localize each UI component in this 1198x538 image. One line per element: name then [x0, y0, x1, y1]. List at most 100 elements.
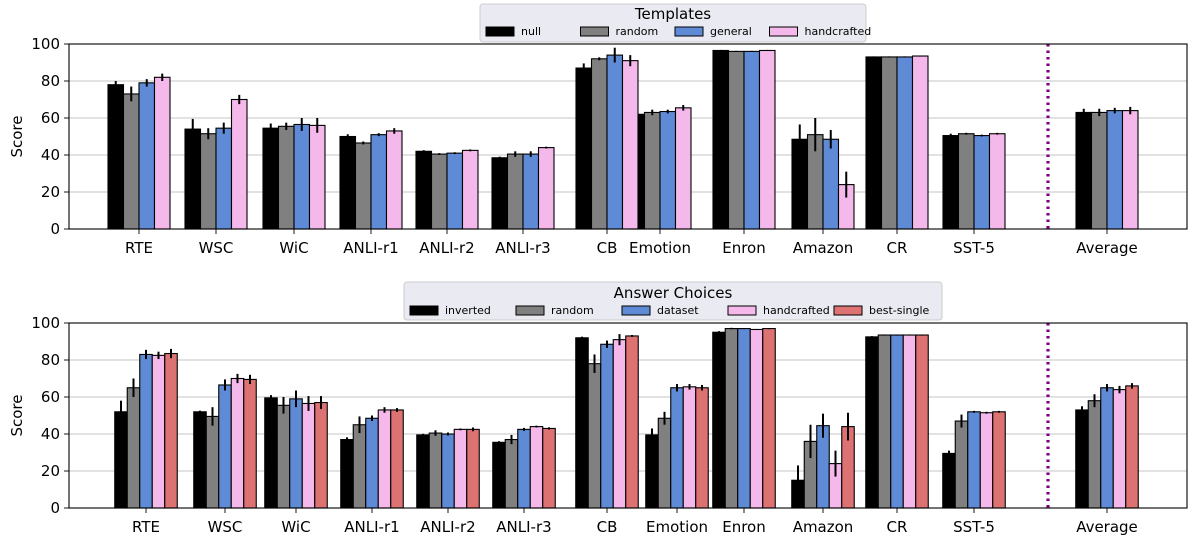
bar-handcrafted-wic	[301, 402, 316, 509]
bar-best-single-wsc	[243, 378, 257, 509]
bar-null-cb	[575, 67, 593, 230]
bar-dataset-wic	[289, 398, 303, 509]
bar-general-wsc	[215, 127, 233, 230]
bar-inverted-sst-5	[942, 452, 956, 509]
bar-random-rte	[126, 387, 141, 509]
legend-swatch-dataset	[621, 305, 651, 316]
answer-choices-panel: 0 20 40 60 80 100 Score RTE WSC WiC ANLI-r1 ANLI-r2…	[8, 281, 1188, 536]
bar-random-anli-r3	[504, 438, 519, 509]
bar-inverted-anli-r2	[416, 434, 430, 509]
x-tick-label: RTE	[125, 239, 153, 257]
legend-label-best-single: best-single	[869, 304, 930, 317]
bar-handcrafted-anli-r1	[377, 409, 392, 509]
bar-handcrafted-anli-r3	[537, 147, 555, 230]
bar-best-single-anli-r3	[542, 427, 556, 509]
bar-random-cr	[880, 56, 898, 230]
x-tick-label: Enron	[722, 518, 766, 536]
plot-frame	[68, 43, 1188, 230]
bar-random-enron	[727, 50, 745, 230]
legend-swatch-handcrafted	[727, 305, 757, 316]
y-tick-label: 0	[50, 499, 60, 517]
bar-dataset-emotion	[670, 387, 684, 509]
y-tick-label: 60	[41, 109, 60, 127]
x-tick-label: ANLI-r1	[343, 239, 398, 257]
bar-inverted-enron	[712, 331, 726, 509]
bar-random-anli-r2	[430, 153, 448, 230]
bar-random-sst-5	[957, 133, 975, 230]
bar-random-anli-r1	[354, 142, 372, 230]
bar-general-anli-r2	[446, 152, 464, 230]
x-tick-label: WSC	[199, 239, 234, 257]
y-tick-label: 40	[41, 146, 60, 164]
y-axis-label: Score	[8, 115, 26, 157]
bar-null-cr	[865, 56, 883, 230]
bar-random-anli-r3	[506, 153, 524, 230]
x-tick-label: Amazon	[793, 518, 854, 536]
bar-general-enron	[743, 50, 761, 230]
legend-title: Answer Choices	[614, 284, 733, 302]
x-tick-label: ANLI-r2	[420, 518, 475, 536]
bar-handcrafted-cr	[911, 55, 929, 230]
legend-label-dataset: dataset	[657, 304, 699, 317]
bar-general-wic	[293, 123, 311, 230]
bar-best-single-average	[1125, 385, 1139, 509]
bar-random-sst-5	[954, 420, 969, 509]
x-tick-label: ANLI-r3	[496, 518, 551, 536]
x-tick-label: ANLI-r3	[495, 239, 550, 257]
bar-handcrafted-cb	[612, 339, 627, 509]
bar-dataset-cb	[600, 343, 614, 509]
bar-dataset-sst-5	[967, 411, 981, 509]
y-tick-label: 60	[41, 388, 60, 406]
bar-random-wsc	[199, 133, 217, 230]
bar-handcrafted-rte	[151, 354, 166, 509]
bar-null-average	[1075, 111, 1093, 230]
bar-best-single-sst-5	[992, 411, 1006, 509]
bar-random-emotion	[657, 417, 672, 509]
bar-handcrafted-enron	[758, 49, 776, 230]
bar-null-anli-r3	[491, 157, 509, 230]
bar-general-anli-r1	[370, 134, 388, 230]
bar-best-single-enron	[762, 327, 776, 509]
x-tick-label: ANLI-r1	[344, 518, 399, 536]
bar-best-single-cr	[915, 334, 929, 509]
bar-general-cb	[606, 54, 624, 230]
bar-general-sst-5	[973, 135, 991, 230]
plot-frame	[68, 322, 1188, 509]
legend: Answer Choices inverted random dataset handc…	[403, 281, 943, 321]
bar-null-wic	[262, 127, 280, 230]
legend-label-handcrafted: handcrafted	[805, 25, 872, 38]
x-tick-label: RTE	[132, 518, 160, 536]
bar-handcrafted-emotion	[674, 107, 692, 230]
bar-handcrafted-wsc	[230, 98, 248, 230]
bar-random-wic	[277, 125, 295, 230]
bar-handcrafted-sst-5	[988, 133, 1006, 230]
y-tick-label: 20	[41, 183, 60, 201]
x-tick-label: WSC	[208, 518, 243, 536]
bar-inverted-cr	[865, 336, 879, 509]
bar-handcrafted-enron	[749, 328, 764, 509]
bar-random-cb	[587, 363, 602, 509]
bar-inverted-average	[1075, 409, 1089, 509]
bar-handcrafted-wsc	[230, 377, 245, 509]
bar-random-cr	[877, 334, 892, 509]
y-tick-label: 100	[31, 314, 60, 332]
y-tick-label: 40	[41, 425, 60, 443]
y-tick-label: 80	[41, 351, 60, 369]
bar-dataset-enron	[737, 327, 751, 509]
x-tick-label: Average	[1076, 518, 1138, 536]
y-axis-label: Score	[8, 394, 26, 436]
bar-dataset-anli-r3	[517, 428, 531, 509]
bar-dataset-wsc	[218, 384, 232, 509]
legend-label-random: random	[551, 304, 594, 317]
legend-label-general: general	[710, 25, 752, 38]
x-tick-label: CB	[597, 239, 618, 257]
bar-random-emotion	[643, 111, 661, 230]
bar-dataset-cr	[890, 334, 904, 509]
bar-general-emotion	[659, 110, 677, 230]
x-tick-label: WiC	[279, 239, 308, 257]
x-tick-label: WiC	[281, 518, 310, 536]
bar-null-anli-r1	[339, 135, 357, 230]
bar-best-single-anli-r2	[466, 428, 480, 509]
bar-null-enron	[712, 49, 730, 230]
